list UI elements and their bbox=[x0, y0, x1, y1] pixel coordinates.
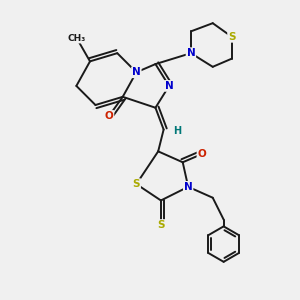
Text: N: N bbox=[184, 182, 193, 192]
Text: N: N bbox=[187, 48, 195, 58]
Text: S: S bbox=[133, 179, 140, 189]
Text: N: N bbox=[165, 81, 173, 91]
Text: N: N bbox=[132, 67, 141, 77]
Text: CH₃: CH₃ bbox=[67, 34, 86, 43]
Text: H: H bbox=[173, 126, 181, 136]
Text: O: O bbox=[197, 149, 206, 159]
Text: S: S bbox=[228, 32, 236, 42]
Text: S: S bbox=[157, 220, 165, 230]
Text: O: O bbox=[105, 111, 113, 121]
